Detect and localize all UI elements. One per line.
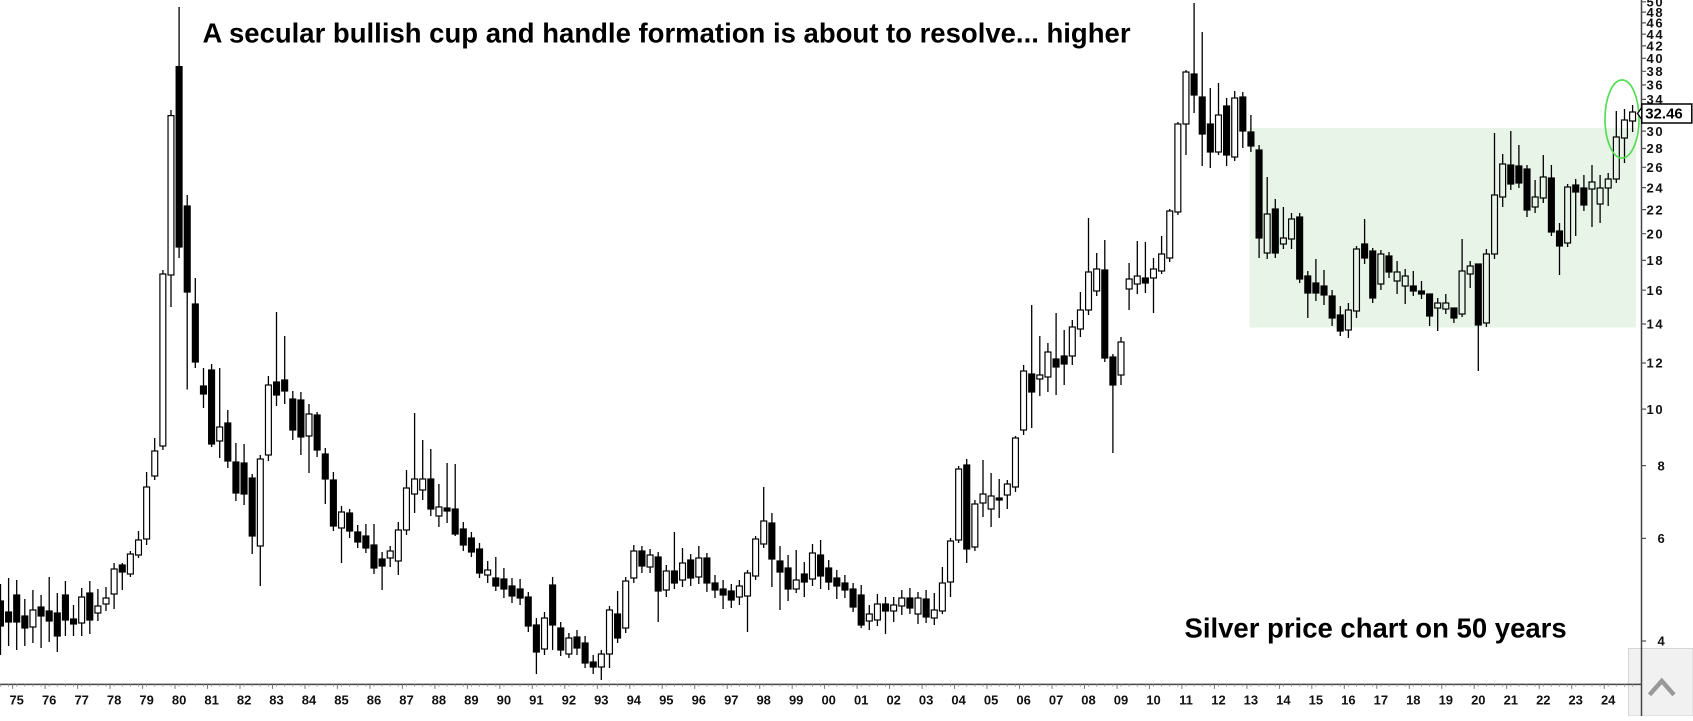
svg-text:05: 05 [984, 693, 998, 708]
svg-text:07: 07 [1049, 693, 1063, 708]
svg-text:23: 23 [1568, 693, 1582, 708]
svg-text:12: 12 [1647, 356, 1665, 371]
svg-text:89: 89 [464, 693, 478, 708]
svg-text:87: 87 [399, 693, 413, 708]
svg-text:17: 17 [1374, 693, 1388, 708]
svg-text:00: 00 [821, 693, 835, 708]
svg-text:15: 15 [1309, 693, 1323, 708]
svg-text:92: 92 [562, 693, 576, 708]
svg-text:22: 22 [1536, 693, 1550, 708]
svg-text:96: 96 [692, 693, 706, 708]
svg-text:19: 19 [1439, 693, 1453, 708]
svg-text:02: 02 [886, 693, 900, 708]
svg-text:11: 11 [1179, 693, 1193, 708]
svg-text:86: 86 [367, 693, 381, 708]
svg-text:04: 04 [951, 693, 966, 708]
svg-text:97: 97 [724, 693, 738, 708]
svg-text:81: 81 [204, 693, 218, 708]
svg-text:83: 83 [269, 693, 283, 708]
svg-text:90: 90 [497, 693, 511, 708]
svg-text:13: 13 [1244, 693, 1258, 708]
svg-text:82: 82 [237, 693, 251, 708]
svg-text:6: 6 [1658, 531, 1667, 546]
svg-text:24: 24 [1647, 180, 1665, 195]
svg-text:98: 98 [756, 693, 770, 708]
svg-text:78: 78 [107, 693, 121, 708]
svg-text:01: 01 [854, 693, 868, 708]
svg-text:75: 75 [9, 693, 23, 708]
svg-text:24: 24 [1601, 693, 1616, 708]
svg-text:26: 26 [1647, 160, 1665, 175]
svg-text:08: 08 [1081, 693, 1095, 708]
svg-text:8: 8 [1658, 458, 1667, 473]
svg-text:88: 88 [432, 693, 446, 708]
svg-text:12: 12 [1211, 693, 1225, 708]
svg-text:09: 09 [1114, 693, 1128, 708]
svg-text:99: 99 [789, 693, 803, 708]
svg-text:Silver price chart on 50 years: Silver price chart on 50 years [1185, 613, 1567, 644]
svg-text:4: 4 [1658, 634, 1667, 649]
svg-text:10: 10 [1647, 402, 1665, 417]
svg-text:36: 36 [1647, 78, 1665, 93]
svg-text:18: 18 [1647, 253, 1665, 268]
svg-text:79: 79 [139, 693, 153, 708]
svg-text:10: 10 [1146, 693, 1160, 708]
svg-text:84: 84 [302, 693, 317, 708]
svg-text:85: 85 [334, 693, 348, 708]
svg-text:22: 22 [1647, 202, 1665, 217]
svg-text:18: 18 [1406, 693, 1420, 708]
svg-text:91: 91 [529, 693, 543, 708]
svg-text:03: 03 [919, 693, 933, 708]
svg-text:A secular bullish cup and hand: A secular bullish cup and handle formati… [203, 18, 1131, 49]
svg-text:16: 16 [1647, 283, 1665, 298]
svg-text:14: 14 [1647, 317, 1665, 332]
svg-text:77: 77 [74, 693, 88, 708]
svg-text:95: 95 [659, 693, 673, 708]
svg-text:94: 94 [627, 693, 642, 708]
svg-text:28: 28 [1647, 141, 1665, 156]
svg-text:06: 06 [1016, 693, 1030, 708]
svg-text:93: 93 [594, 693, 608, 708]
svg-text:32.46: 32.46 [1645, 106, 1683, 123]
svg-text:76: 76 [42, 693, 56, 708]
svg-text:30: 30 [1647, 124, 1665, 139]
svg-text:20: 20 [1647, 226, 1665, 241]
svg-text:20: 20 [1471, 693, 1485, 708]
svg-text:14: 14 [1276, 693, 1291, 708]
svg-text:21: 21 [1504, 693, 1518, 708]
svg-text:16: 16 [1341, 693, 1355, 708]
svg-text:80: 80 [172, 693, 186, 708]
